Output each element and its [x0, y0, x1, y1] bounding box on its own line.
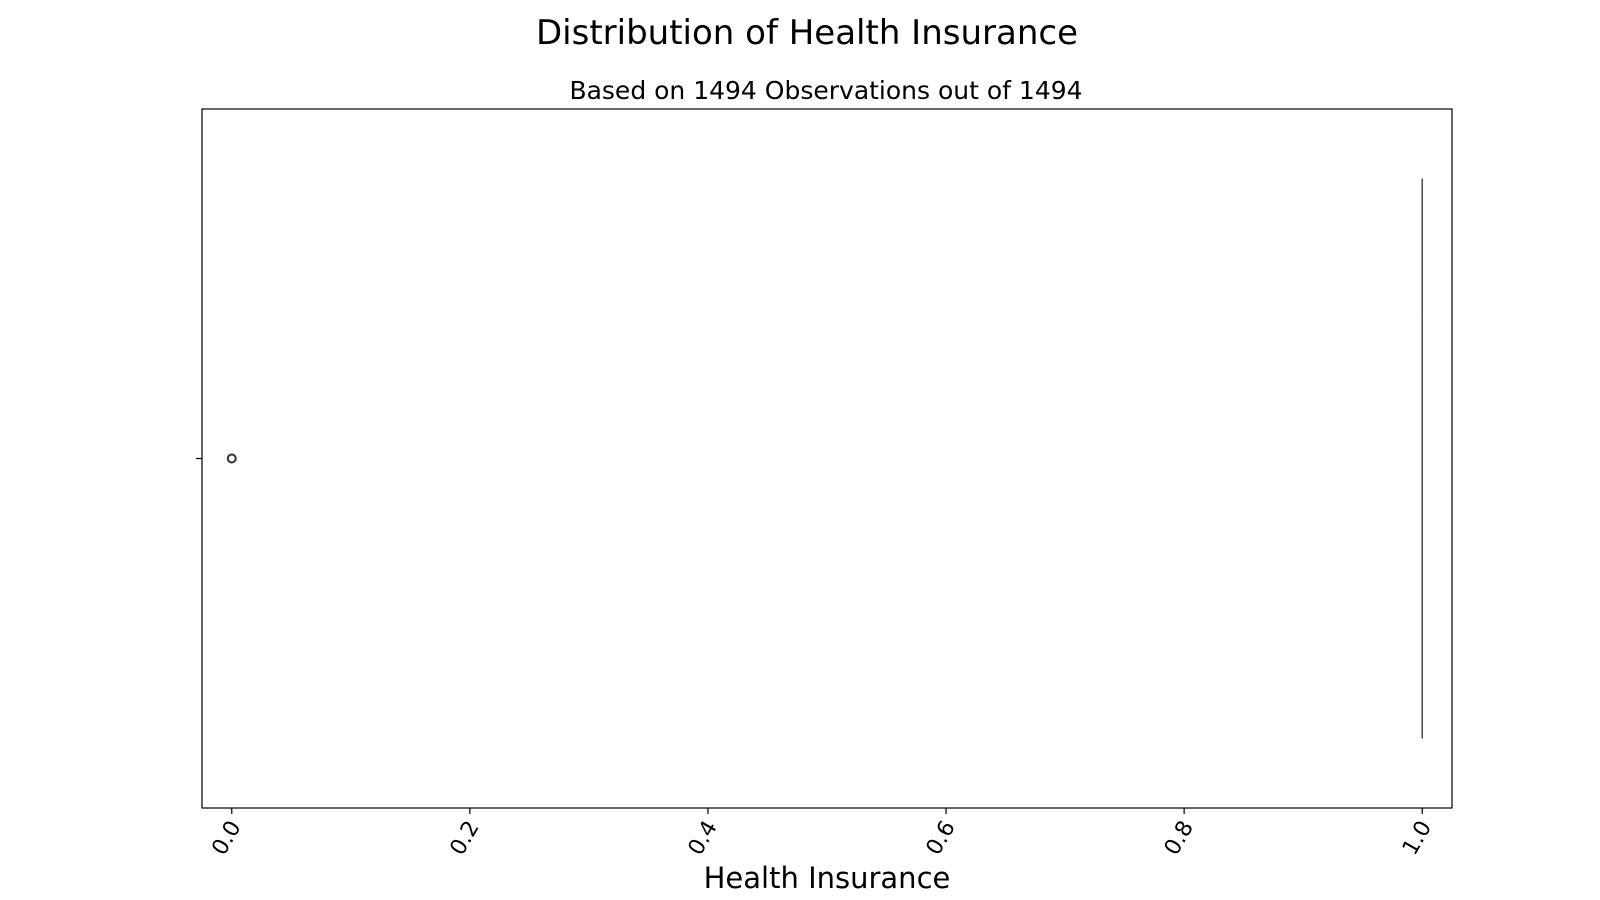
- x-tick-label: 1.0: [1398, 817, 1437, 860]
- x-tick-label: 0.8: [1160, 817, 1199, 860]
- x-axis-ticks: 0.0 0.2 0.4 0.6 0.8 1.0: [207, 808, 1437, 860]
- axes-frame: [201, 108, 1453, 809]
- plot-area: [196, 178, 1423, 739]
- x-axis-label: Health Insurance: [704, 861, 951, 895]
- x-tick-label: 0.4: [684, 817, 723, 860]
- x-tick-label: 0.2: [446, 817, 485, 860]
- chart-title: Distribution of Health Insurance: [536, 13, 1078, 53]
- x-tick-label: 0.6: [922, 817, 961, 860]
- outlier-point-0: [226, 453, 237, 464]
- x-tick-label: 0.0: [207, 817, 246, 860]
- chart-subtitle: Based on 1494 Observations out of 1494: [569, 76, 1082, 105]
